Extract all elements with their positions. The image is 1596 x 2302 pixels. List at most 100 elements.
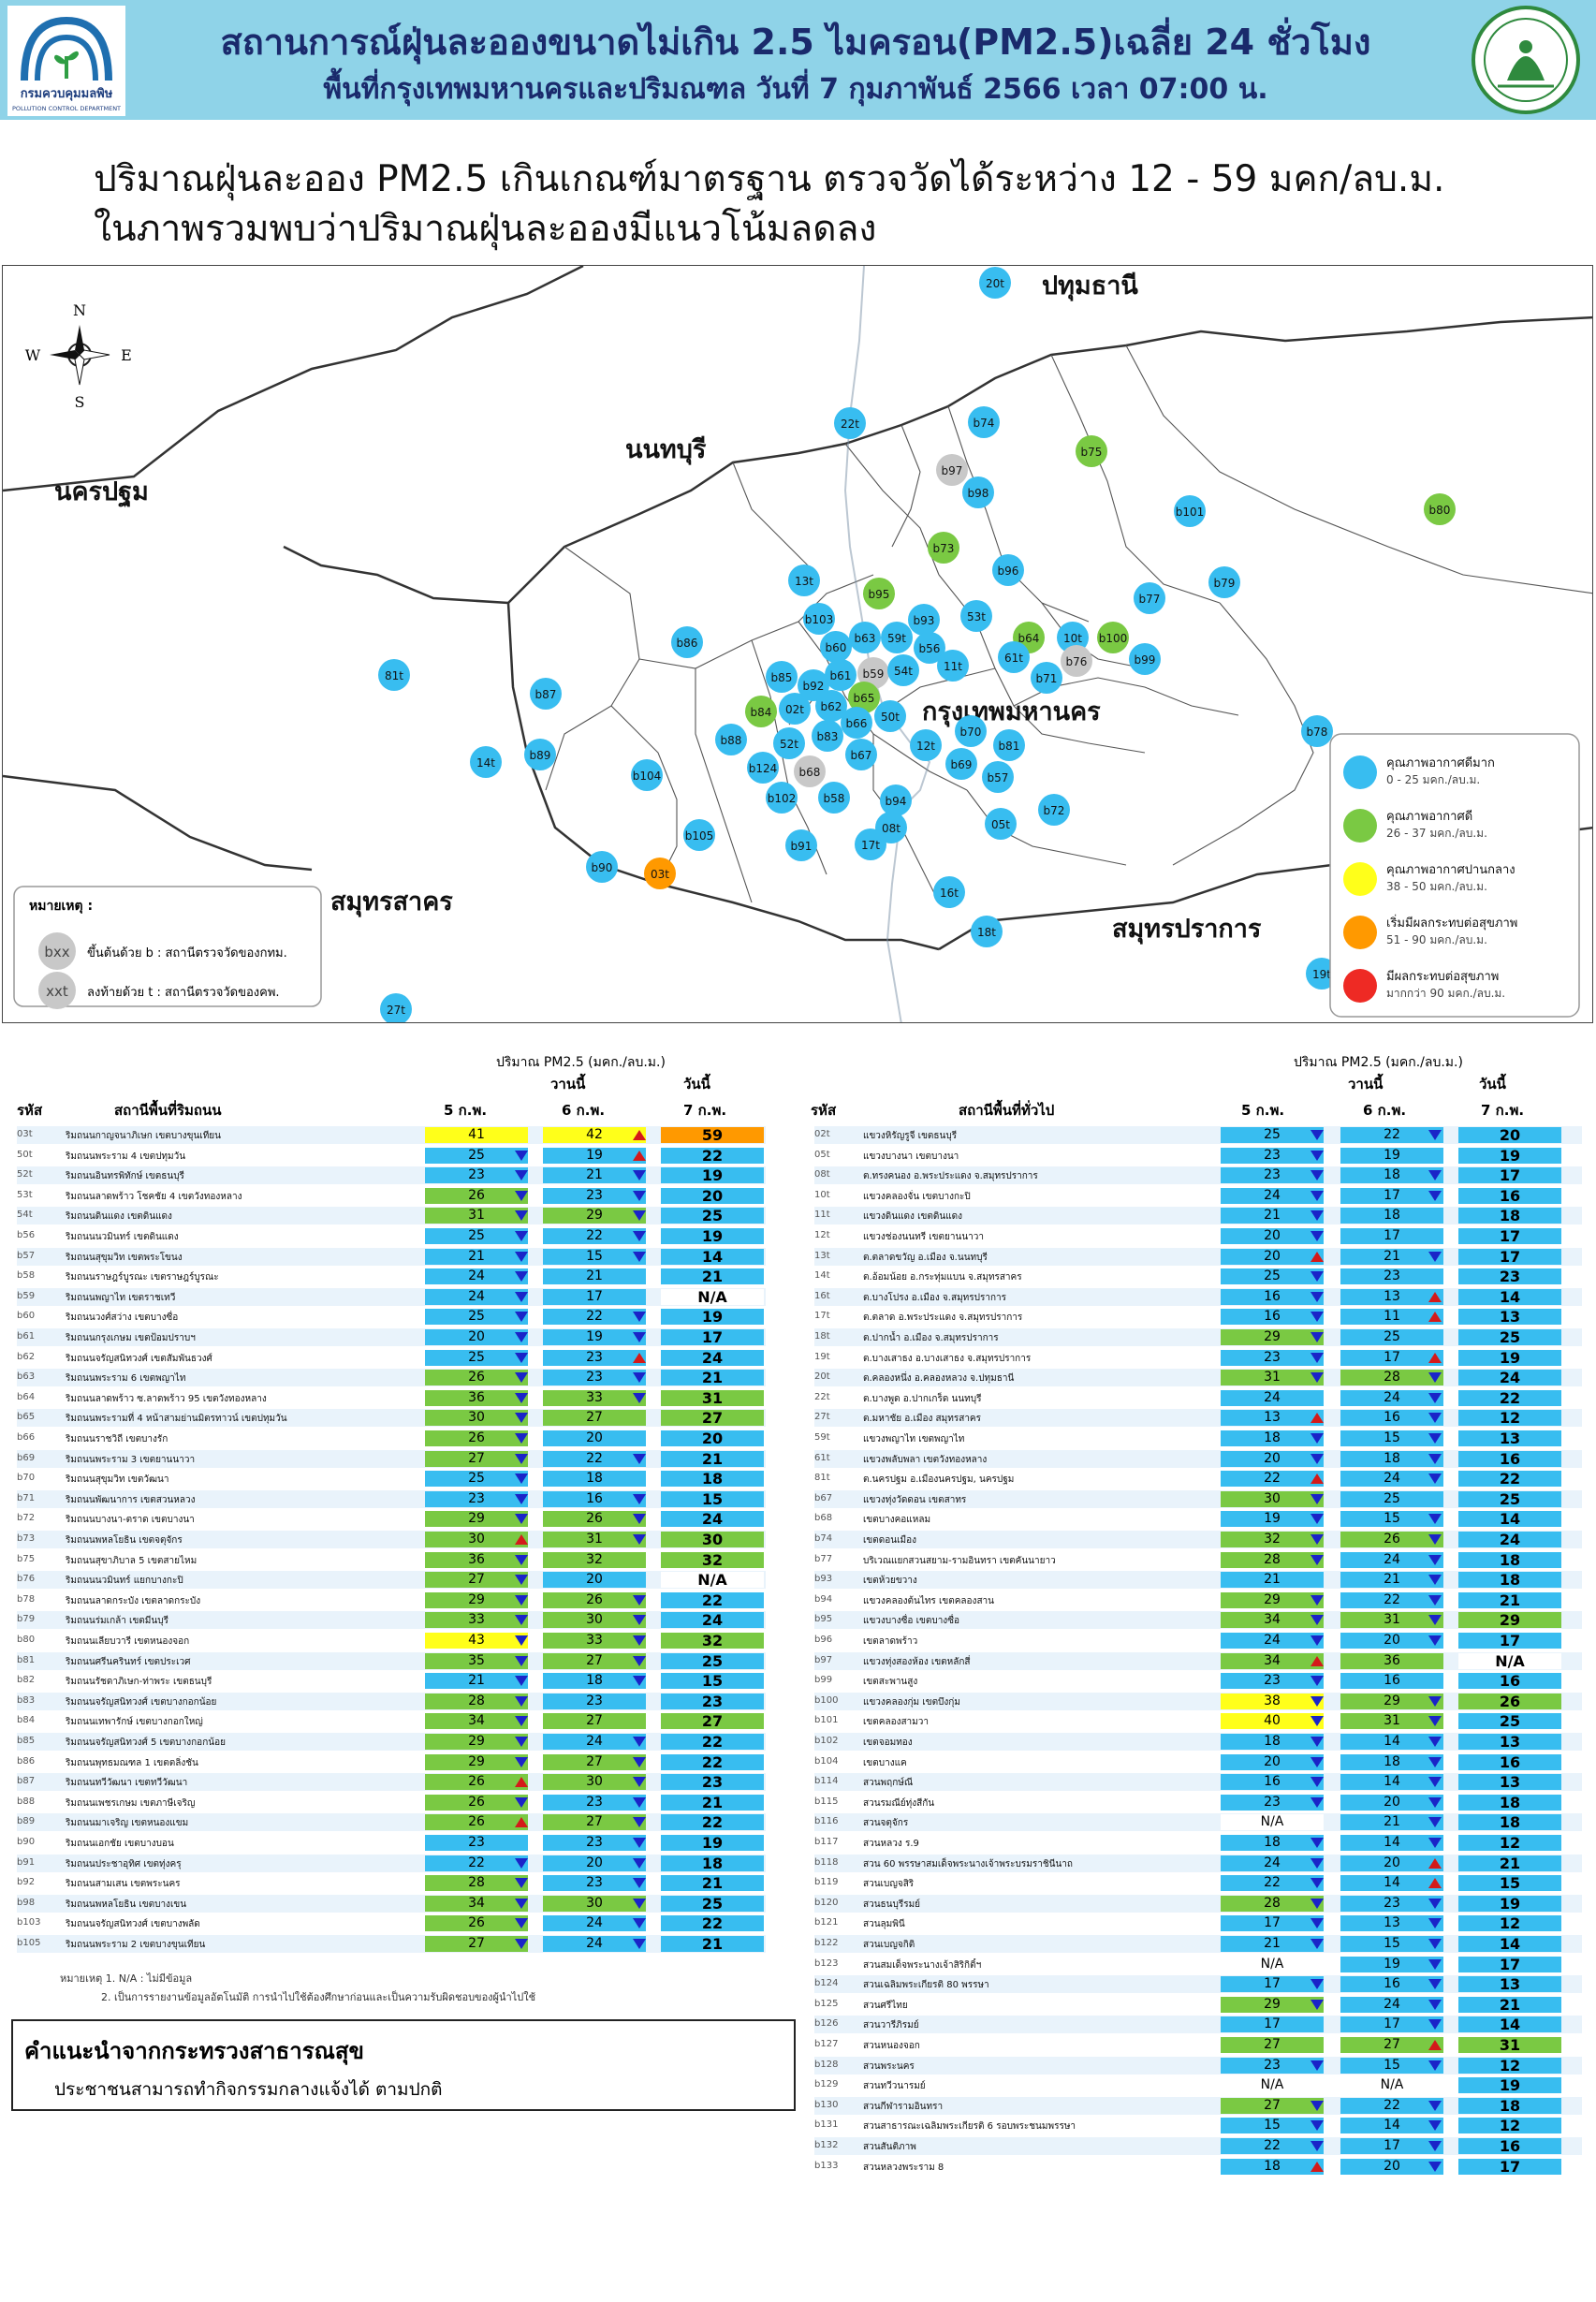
station-marker[interactable]: b72 (1038, 794, 1070, 826)
station-marker[interactable]: b99 (1129, 643, 1161, 675)
station-marker[interactable]: b93 (908, 604, 940, 636)
trend-down-icon (633, 1878, 646, 1889)
station-marker[interactable]: b71 (1031, 662, 1062, 694)
station-marker[interactable]: b70 (955, 715, 987, 747)
pm25-value-cell: 23 (543, 1835, 646, 1851)
station-marker[interactable]: b87 (530, 678, 562, 710)
station-marker[interactable]: b68 (794, 755, 826, 787)
station-marker[interactable]: b88 (715, 724, 747, 755)
station-marker[interactable]: b85 (766, 661, 798, 693)
station-id-label: b98 (968, 487, 989, 500)
station-marker[interactable]: b89 (524, 739, 556, 770)
trend-down-icon (1310, 1615, 1324, 1626)
station-code: b119 (814, 1877, 839, 1888)
station-marker[interactable]: b66 (841, 707, 872, 739)
pm25-value-cell: 23 (661, 1774, 764, 1791)
station-marker[interactable]: 20t (979, 267, 1011, 299)
station-name: สวน 60 พรรษาสมเด็จพระนางเจ้าพระบรมราชินี… (863, 1858, 1073, 1869)
station-marker[interactable]: b59 (857, 657, 889, 689)
station-marker[interactable]: b75 (1076, 435, 1107, 467)
station-marker[interactable]: b61 (825, 659, 857, 691)
station-marker[interactable]: b100 (1097, 622, 1129, 653)
station-marker[interactable]: 52t (773, 727, 805, 759)
station-marker[interactable]: b58 (818, 782, 850, 814)
station-name: ริมถนนราชวิถี เขตบางรัก (66, 1434, 168, 1444)
station-marker[interactable]: b78 (1301, 715, 1333, 747)
station-marker[interactable]: b62 (815, 690, 847, 722)
station-name: ริมถนนพระราม 3 เขตยานนาวา (66, 1454, 196, 1465)
station-marker[interactable]: 53t (960, 600, 992, 632)
pm25-value-cell: 30 (1221, 1490, 1324, 1507)
station-name: แขวงทุ่งวัดดอน เขตสาทร (863, 1494, 967, 1505)
station-marker[interactable]: b97 (936, 454, 968, 486)
station-marker[interactable]: 81t (378, 659, 410, 691)
station-marker[interactable]: 61t (998, 641, 1030, 673)
station-marker[interactable]: 54t (887, 654, 919, 686)
station-marker[interactable]: b69 (945, 748, 977, 780)
station-marker[interactable]: b83 (812, 720, 843, 752)
station-marker[interactable]: b57 (982, 761, 1014, 793)
station-marker[interactable]: b124 (747, 752, 779, 784)
pm25-value-cell: 30 (425, 1532, 528, 1547)
pm25-value-cell: 30 (661, 1532, 764, 1547)
station-marker[interactable]: b79 (1208, 566, 1240, 598)
station-marker[interactable]: 13t (788, 565, 820, 596)
station-marker[interactable]: b81 (993, 729, 1025, 761)
station-marker[interactable]: b92 (798, 669, 829, 701)
station-code: 81t (814, 1473, 830, 1484)
pm25-value-cell: 24 (1340, 1471, 1443, 1488)
compass-w: W (25, 346, 41, 364)
station-marker[interactable]: b65 (848, 682, 880, 713)
table-row: b91 ริมถนนประชาอุทิศ เขตทุ่งครุ 22 20 18 (17, 1854, 766, 1872)
station-marker[interactable]: 50t (874, 700, 906, 732)
station-marker[interactable]: b105 (683, 819, 715, 851)
station-marker[interactable]: 03t (644, 858, 676, 889)
station-marker[interactable]: 18t (971, 916, 1003, 947)
station-marker[interactable]: b104 (631, 759, 663, 791)
station-id-label: b96 (998, 565, 1019, 578)
station-marker[interactable]: b56 (914, 632, 945, 664)
station-marker[interactable]: b80 (1424, 493, 1456, 525)
station-marker[interactable]: b84 (745, 696, 777, 727)
station-marker[interactable]: 16t (933, 876, 965, 908)
station-code: b61 (17, 1331, 36, 1342)
station-dot (380, 993, 412, 1022)
station-marker[interactable]: 05t (985, 808, 1017, 840)
station-marker[interactable]: b90 (586, 851, 618, 883)
station-marker[interactable]: b67 (845, 739, 877, 770)
station-marker[interactable]: b73 (928, 532, 959, 564)
station-marker[interactable]: b76 (1061, 645, 1092, 677)
table-row: b75 ริมถนนสุขาภิบาล 5 เขตสายไหม 36 32 32 (17, 1551, 766, 1569)
station-marker[interactable]: b60 (820, 631, 852, 663)
pm25-value-cell: 15 (1458, 1875, 1561, 1892)
station-marker[interactable]: b103 (803, 603, 835, 635)
station-marker[interactable]: b95 (863, 578, 895, 609)
pm25-value-cell: 26 (543, 1591, 646, 1608)
trend-down-icon (1310, 1878, 1324, 1889)
station-marker[interactable]: 27t (380, 993, 412, 1023)
station-marker[interactable]: 14t (470, 746, 502, 778)
station-marker[interactable]: 10t (1057, 622, 1089, 653)
station-marker[interactable]: b86 (671, 626, 703, 658)
station-name: ริมถนนกาญจนาภิเษก เขตบางขุนเทียน (66, 1131, 221, 1141)
station-marker[interactable]: b98 (962, 477, 994, 508)
station-marker[interactable]: b63 (849, 622, 881, 653)
station-marker[interactable]: b74 (968, 406, 1000, 438)
station-marker[interactable]: b101 (1174, 495, 1206, 527)
station-marker[interactable]: b77 (1134, 582, 1165, 614)
station-marker[interactable]: b96 (992, 554, 1024, 586)
pm25-value-cell: 29 (543, 1208, 646, 1224)
station-marker[interactable]: 17t (855, 828, 886, 860)
station-marker[interactable]: 11t (937, 650, 969, 682)
station-marker[interactable]: 59t (881, 622, 913, 653)
station-name: ต.ปากน้ำ อ.เมือง จ.สมุทรปราการ (863, 1333, 999, 1343)
station-marker[interactable]: 12t (910, 729, 942, 761)
station-marker[interactable]: 02t (779, 693, 811, 725)
station-marker[interactable]: b94 (880, 784, 912, 816)
map-canvas: N S E W ปทุมธานีนนทบุรีนครปฐมกรุงเทพมหาน… (3, 266, 1592, 1023)
station-marker[interactable]: b91 (785, 829, 817, 861)
trend-up-icon (1310, 1474, 1324, 1485)
station-marker[interactable]: 22t (834, 407, 866, 439)
station-marker[interactable]: b102 (766, 782, 798, 814)
station-id-label: b87 (535, 688, 557, 701)
